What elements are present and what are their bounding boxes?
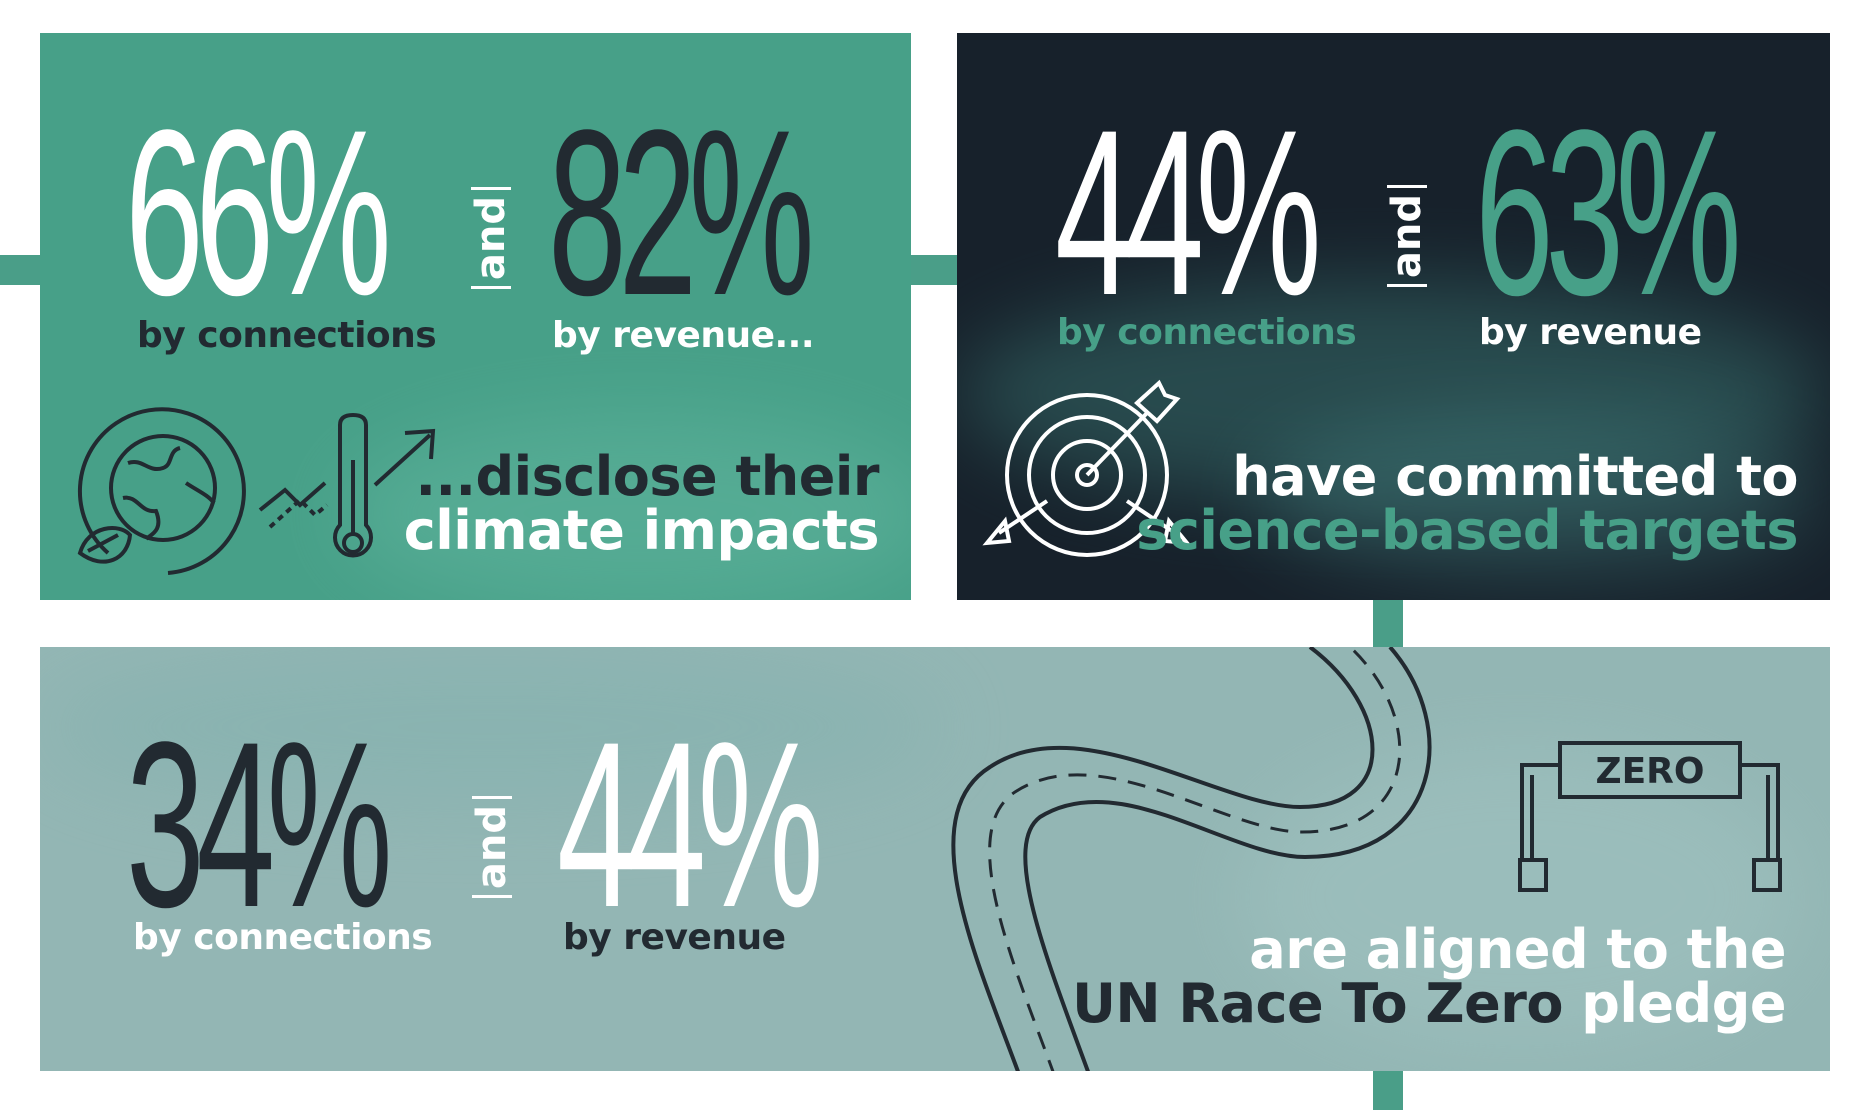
- and-joiner: and: [467, 777, 517, 917]
- stat-revenue-label: by revenue...: [552, 315, 815, 356]
- stat-revenue-value: 82%: [548, 81, 815, 345]
- connector-middle: [911, 255, 957, 285]
- and-joiner-text: and: [468, 195, 514, 281]
- stat-revenue-label: by revenue: [563, 917, 786, 958]
- background-glow: [40, 647, 940, 807]
- stat-connections-label: by connections: [1057, 312, 1357, 353]
- panel-climate-disclosure: 66% by connections and 82% by revenue...…: [40, 33, 911, 600]
- thermometer-rising-icon: [258, 412, 436, 558]
- stat-connections-label: by connections: [137, 315, 437, 356]
- headline-line-1: have committed to: [1232, 445, 1798, 508]
- panel-science-targets: 44% by connections and 63% by revenue ha…: [957, 33, 1830, 600]
- headline-line-2: science-based targets: [1136, 499, 1798, 562]
- and-joiner: and: [466, 168, 516, 308]
- finish-line-sign-icon: [1518, 741, 1782, 892]
- and-joiner: and: [1382, 166, 1432, 306]
- stat-connections-label: by connections: [133, 917, 433, 958]
- headline-line-2-rest: pledge: [1581, 972, 1786, 1035]
- stat-connections-value: 66%: [125, 81, 392, 345]
- stat-connections-value: 44%: [1055, 81, 1322, 345]
- connector-vertical-bottom: [1373, 1071, 1403, 1110]
- connector-left: [0, 255, 40, 285]
- headline-line-1: are aligned to the: [1249, 918, 1786, 981]
- stat-connections-value: 34%: [126, 693, 393, 957]
- headline-line-2: UN Race To Zero pledge: [1072, 977, 1786, 1031]
- headline-line-1: ...disclose their: [415, 445, 879, 508]
- background-glow-2: [1257, 413, 1817, 573]
- and-joiner-text: and: [469, 804, 515, 890]
- panel-race-to-zero: 34% by connections and 44% by revenue ZE…: [40, 647, 1830, 1071]
- background-glow: [340, 413, 911, 600]
- headline-line-2: climate impacts: [403, 499, 880, 562]
- panel-headline: have committed to science-based targets: [1136, 450, 1798, 558]
- panel-headline: ...disclose their climate impacts: [403, 445, 880, 562]
- connector-vertical-top: [1373, 600, 1403, 647]
- target-arrows-icon: [982, 379, 1192, 557]
- headline-line-2-highlight: UN Race To Zero: [1072, 972, 1563, 1035]
- background-glow: [957, 283, 1827, 503]
- winding-road-icon: [951, 647, 1432, 1071]
- earth-leaf-icon: [77, 407, 246, 575]
- stat-revenue-value: 44%: [557, 693, 824, 957]
- stat-revenue-label: by revenue: [1479, 312, 1702, 353]
- stat-revenue-value: 63%: [1475, 81, 1742, 345]
- panel-headline: are aligned to the UN Race To Zero pledg…: [1072, 923, 1786, 1031]
- finish-sign-text: ZERO: [1595, 751, 1705, 792]
- and-joiner-text: and: [1384, 193, 1430, 279]
